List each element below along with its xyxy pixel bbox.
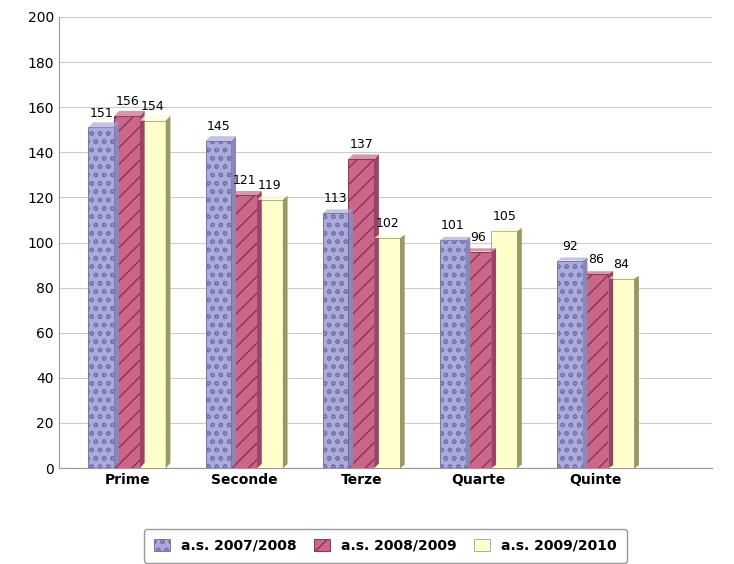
Text: 96: 96 [470,231,487,244]
Bar [231,195,257,468]
Polygon shape [557,257,587,261]
Polygon shape [283,196,288,468]
Bar [491,231,517,468]
Polygon shape [349,155,379,159]
Polygon shape [583,271,613,274]
Polygon shape [231,136,236,468]
Polygon shape [323,209,353,213]
Bar [465,252,491,468]
Text: 102: 102 [375,217,399,230]
Text: 156: 156 [115,95,139,108]
Polygon shape [231,191,262,195]
Polygon shape [440,237,470,240]
Polygon shape [206,136,236,141]
Polygon shape [140,116,170,121]
Bar [140,121,166,468]
Polygon shape [608,276,639,279]
Polygon shape [115,111,145,116]
Polygon shape [583,257,587,468]
Polygon shape [634,276,639,468]
Bar [583,274,608,468]
Polygon shape [374,235,404,238]
Text: 119: 119 [258,179,282,192]
Text: 121: 121 [233,174,256,187]
Bar [206,141,231,468]
Text: 84: 84 [614,258,629,271]
Bar [349,159,374,468]
Polygon shape [115,122,119,468]
Polygon shape [465,248,496,252]
Bar [608,279,634,468]
Polygon shape [349,209,353,468]
Bar [323,213,349,468]
Text: 151: 151 [90,107,113,120]
Polygon shape [166,116,170,468]
Polygon shape [608,271,613,468]
Bar [557,261,583,468]
Text: 154: 154 [141,100,164,113]
Text: 105: 105 [493,210,516,223]
Polygon shape [491,248,496,468]
Bar [257,200,283,468]
Polygon shape [400,235,404,468]
Polygon shape [465,237,470,468]
Text: 113: 113 [324,192,347,205]
Text: 137: 137 [349,138,373,151]
Legend: a.s. 2007/2008, a.s. 2008/2009, a.s. 2009/2010: a.s. 2007/2008, a.s. 2008/2009, a.s. 200… [144,529,627,563]
Bar [88,127,115,468]
Text: 92: 92 [562,240,578,253]
Polygon shape [517,228,522,468]
Polygon shape [88,122,119,127]
Polygon shape [257,191,262,468]
Text: 101: 101 [441,219,465,232]
Bar [115,116,140,468]
Polygon shape [491,228,522,231]
Bar [440,240,465,468]
Text: 86: 86 [588,253,603,266]
Polygon shape [374,155,379,468]
Text: 145: 145 [206,120,230,133]
Polygon shape [257,196,288,200]
Polygon shape [140,111,145,468]
Bar [374,238,400,468]
